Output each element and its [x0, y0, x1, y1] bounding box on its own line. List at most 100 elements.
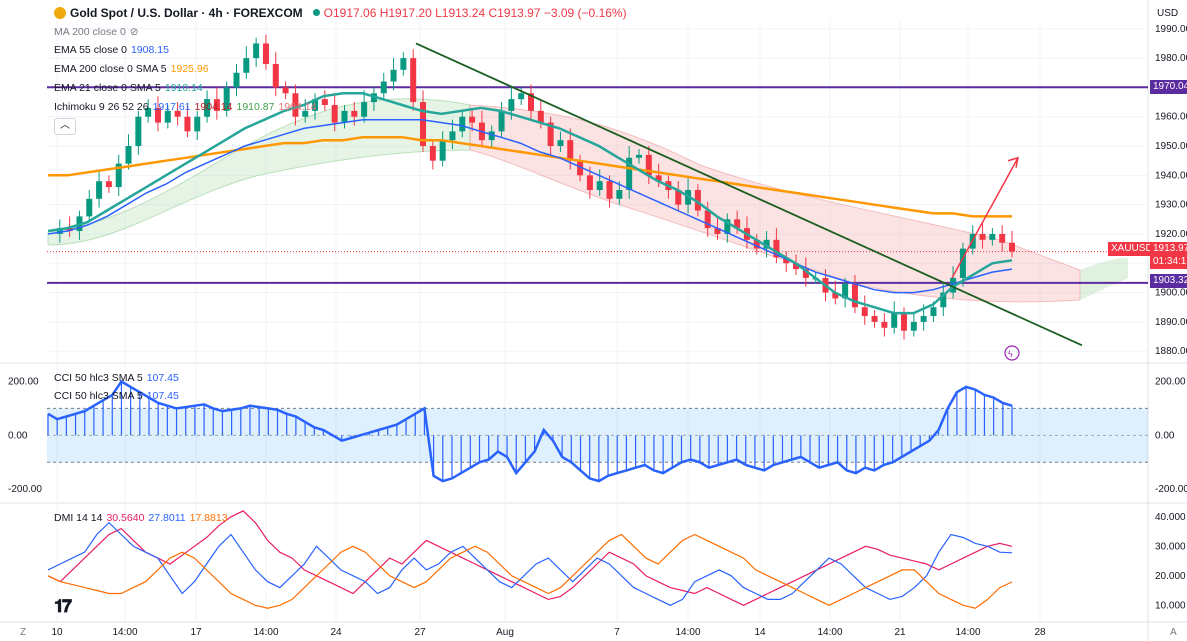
candle-body	[675, 190, 682, 205]
candle-body	[56, 228, 63, 234]
candle-body	[253, 43, 260, 59]
candle-body	[537, 110, 544, 123]
candle-body	[606, 181, 613, 199]
candle-body	[223, 87, 230, 111]
candle-body	[655, 175, 662, 182]
symbol-header[interactable]: Gold Spot / U.S. Dollar · 4h · FOREXCOM O…	[54, 7, 631, 19]
candle-body	[910, 321, 917, 331]
cloud-bull-tail	[1080, 258, 1128, 300]
candle-body	[635, 154, 642, 158]
candle-body	[704, 210, 711, 229]
legend-cci2-value: 107.45	[146, 390, 179, 402]
candle-body	[891, 313, 898, 328]
candle-body	[66, 228, 73, 232]
time-tick-label: 27	[414, 627, 426, 638]
time-tick-label: 14:00	[253, 627, 278, 638]
candle-body	[488, 131, 495, 141]
candle-body	[793, 263, 800, 270]
forecast-arrow	[951, 157, 1019, 279]
candle-body	[753, 239, 760, 249]
time-tick-label: 14	[754, 627, 766, 638]
lightning-glyph: ϟ	[1008, 349, 1013, 359]
candle-body	[999, 233, 1006, 243]
candle-body	[989, 233, 996, 240]
legend-ema55-label: EMA 55 close 0	[54, 44, 127, 56]
candle-body	[773, 239, 780, 258]
legend-ema21-label: EMA 21 close 0 SMA 5	[54, 82, 161, 94]
candle-body	[96, 181, 103, 199]
candle-body	[940, 292, 947, 308]
legend-cci-2[interactable]: CCI 50 hlc3 SMA 5 107.45	[54, 390, 183, 402]
candle-body	[174, 110, 181, 117]
horizontal-levels[interactable]	[47, 86, 1148, 284]
candle-body	[498, 110, 505, 132]
legend-ichimoku-v3: 1910.87	[236, 101, 275, 113]
time-tick-label: 7	[614, 627, 620, 638]
price-tick-label: 1960.00	[1155, 112, 1187, 123]
legend-ichimoku-v2: 1904.14	[194, 101, 233, 113]
legend-ichimoku[interactable]: Ichimoku 9 26 52 26 1917.61 1904.14 1910.87…	[54, 101, 320, 113]
cloud-bear	[469, 104, 1081, 303]
legend-dmi[interactable]: DMI 14 14 30.5640 27.8011 17.8813	[54, 512, 232, 524]
candle-body	[341, 110, 348, 123]
legend-ichimoku-v4: 1904.14	[278, 101, 317, 113]
candle-body	[390, 69, 397, 82]
candle-body	[567, 140, 574, 161]
candle-body	[763, 239, 770, 249]
price-tick-label: 1920.00	[1155, 229, 1187, 240]
candle-body	[331, 105, 338, 123]
collapse-legend-button[interactable]: ︿	[54, 118, 76, 135]
candle-body	[145, 107, 152, 117]
legend-cci-1[interactable]: CCI 50 hlc3 SMA 5 107.45	[54, 372, 183, 384]
price-tick-label: 1990.00	[1155, 24, 1187, 35]
last-price-tag: 1913.97	[1150, 242, 1187, 256]
dmi-pane	[47, 510, 1013, 609]
candle-body	[851, 283, 858, 308]
ema21-line	[47, 92, 1013, 315]
trendline	[415, 42, 1083, 347]
cci-pane	[47, 379, 1148, 483]
candle-body	[959, 248, 966, 278]
cci-band	[47, 408, 1148, 463]
time-tick-label: Aug	[496, 627, 514, 638]
legend-dmi-plus: 30.5640	[106, 512, 145, 524]
lightning-icon	[1004, 345, 1020, 361]
candle-body	[871, 316, 878, 322]
drawings[interactable]: ϟ	[415, 42, 1083, 361]
candle-body	[596, 181, 603, 190]
legend-ma200[interactable]: MA 200 close 0 ⊘	[54, 26, 143, 38]
dmi-tick-label: 10.000	[1155, 600, 1186, 611]
legend-ichimoku-v1: 1917.61	[152, 101, 191, 113]
time-tick-label: 14:00	[112, 627, 137, 638]
candle-body	[439, 140, 446, 161]
legend-ema21-value: 1910.14	[164, 82, 203, 94]
candle-body	[213, 99, 220, 111]
candle-body	[832, 292, 839, 299]
candle-body	[714, 228, 721, 234]
candle-body	[302, 110, 309, 117]
legend-ema200[interactable]: EMA 200 close 0 SMA 5 1925.96	[54, 63, 213, 75]
time-tick-label: 14:00	[817, 627, 842, 638]
candle-body	[802, 269, 809, 278]
level-low-tag: 1903.32	[1150, 274, 1187, 288]
eye-hidden-icon[interactable]: ⊘	[129, 26, 139, 38]
legend-ema200-label: EMA 200 close 0 SMA 5	[54, 63, 167, 75]
legend-ichimoku-label: Ichimoku 9 26 52 26	[54, 101, 149, 113]
candle-body	[154, 107, 161, 123]
candle-body	[557, 140, 564, 147]
legend-ema55[interactable]: EMA 55 close 0 1908.15	[54, 44, 173, 56]
candle-body	[164, 110, 171, 123]
candle-body	[469, 116, 476, 123]
candle-body	[694, 190, 701, 211]
candle-body	[901, 313, 908, 331]
legend-dmi-adx: 17.8813	[189, 512, 228, 524]
dmi-adx-line	[47, 533, 1013, 609]
legend-ema21[interactable]: EMA 21 close 0 SMA 5 1910.14	[54, 82, 207, 94]
legend-ma200-label: MA 200 close 0	[54, 26, 126, 38]
candle-body	[449, 131, 456, 141]
candle-body	[410, 58, 417, 103]
candle-body	[272, 63, 279, 88]
legend-ema200-value: 1925.96	[170, 63, 209, 75]
